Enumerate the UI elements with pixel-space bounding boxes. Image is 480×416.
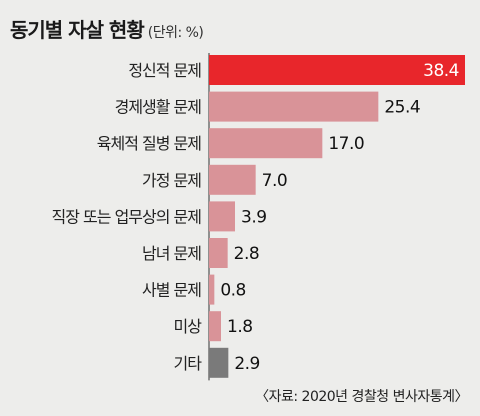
category-label-6: 사별 문제: [142, 281, 201, 300]
value-label-1: 25.4: [384, 98, 420, 118]
value-label-6: 0.8: [220, 281, 246, 301]
chart-unit: (단위: %): [147, 25, 204, 41]
bar-0: [209, 55, 465, 85]
category-label-2: 육체적 질병 문제: [97, 134, 201, 153]
bar-1: [209, 91, 379, 122]
bar-5: [209, 238, 228, 268]
bar-8: [209, 347, 229, 378]
chart-title: 동기별 자살 현황: [10, 18, 145, 42]
category-label-5: 남녀 문제: [142, 244, 201, 263]
value-label-3: 7.0: [262, 171, 288, 191]
bar-2: [209, 128, 323, 159]
value-label-2: 17.0: [328, 134, 364, 154]
source-note: 〈자료: 2020년 경찰청 변사자통계〉: [255, 389, 468, 405]
value-label-5: 2.8: [234, 244, 260, 264]
bar-7: [209, 311, 221, 342]
bar-6: [209, 274, 215, 305]
category-label-4: 직장 또는 업무상의 문제: [52, 207, 202, 226]
bar-4: [209, 201, 235, 232]
category-label-0: 정신적 문제: [128, 61, 201, 80]
category-label-7: 미상: [174, 317, 203, 336]
value-label-4: 3.9: [241, 207, 267, 227]
value-label-0: 38.4: [423, 61, 459, 81]
chart-header: 동기별 자살 현황 (단위: %): [10, 14, 204, 43]
value-label-7: 1.8: [227, 317, 253, 337]
category-label-1: 경제생활 문제: [115, 98, 202, 117]
category-label-8: 기타: [174, 354, 203, 373]
value-label-8: 2.9: [234, 354, 260, 374]
category-label-3: 가정 문제: [142, 171, 201, 190]
bar-3: [209, 164, 256, 195]
